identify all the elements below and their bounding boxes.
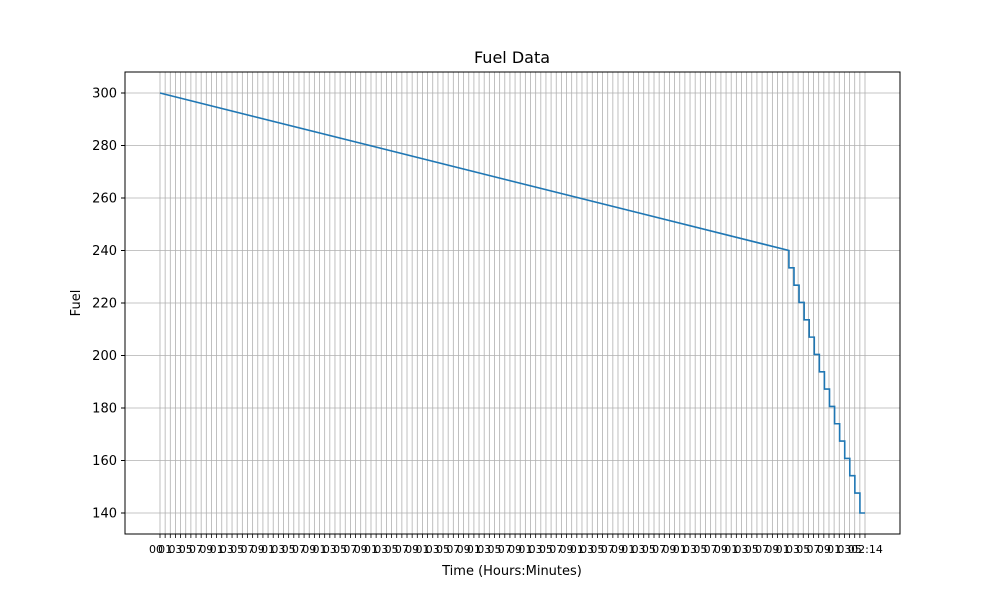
x-tick-label: 07 xyxy=(807,543,821,556)
x-tick-label: 07 xyxy=(395,543,409,556)
x-tick-label: 05 xyxy=(590,543,604,556)
x-tick-label: 09 xyxy=(457,543,471,556)
x-tick-label: 03 xyxy=(168,543,182,556)
y-tick-label: 300 xyxy=(92,87,117,102)
x-tick-label: 05 xyxy=(642,543,656,556)
x-tick-label: 05 xyxy=(745,543,759,556)
x-tick-label: 05 xyxy=(230,543,244,556)
x-tick-label: 05 xyxy=(179,543,193,556)
x-tick-label: 03 xyxy=(323,543,337,556)
x-tick-label: 01 xyxy=(621,543,635,556)
chart-title: Fuel Data xyxy=(474,48,550,67)
x-tick-label: 09 xyxy=(765,543,779,556)
x-tick-label: 05 xyxy=(796,543,810,556)
x-tick-label: 03 xyxy=(426,543,440,556)
x-tick-label: 09 xyxy=(508,543,522,556)
x-tick-label: 05 xyxy=(282,543,296,556)
x-tick-label: 07 xyxy=(652,543,666,556)
x-tick-label: 07 xyxy=(240,543,254,556)
x-tick-label: 05 xyxy=(333,543,347,556)
x-tick-label: 01 xyxy=(261,543,275,556)
x-tick-label: 03 xyxy=(632,543,646,556)
x-tick-label: 07 xyxy=(704,543,718,556)
y-tick-label: 140 xyxy=(92,507,117,522)
x-tick-label: 05 xyxy=(436,543,450,556)
x-axis-ticks: 00 02:14010305070901030507090103050709010… xyxy=(149,534,883,556)
x-tick-label: 07 xyxy=(189,543,203,556)
x-tick-label: 03 xyxy=(837,543,851,556)
x-tick-label: 01 xyxy=(827,543,841,556)
x-tick-label: 09 xyxy=(405,543,419,556)
x-tick-label: 03 xyxy=(786,543,800,556)
x-tick-label: 01 xyxy=(570,543,584,556)
x-tick-label: 03 xyxy=(374,543,388,556)
x-tick-label: 03 xyxy=(220,543,234,556)
y-tick-label: 160 xyxy=(92,454,117,469)
x-tick-label: 03 xyxy=(529,543,543,556)
y-axis-ticks: 140 160 180 200 220 240 260 280 300 xyxy=(92,87,125,522)
x-tick-label-last: 02:14 xyxy=(851,543,883,556)
x-tick-label: 01 xyxy=(673,543,687,556)
x-tick-label: 09 xyxy=(199,543,213,556)
x-tick-label: 01 xyxy=(313,543,327,556)
y-tick-label: 200 xyxy=(92,349,117,364)
x-tick-label: 01 xyxy=(158,543,172,556)
x-tick-label: 09 xyxy=(251,543,265,556)
x-axis-label: Time (Hours:Minutes) xyxy=(441,564,582,579)
x-tick-label: 05 xyxy=(848,543,862,556)
x-tick-label: 05 xyxy=(539,543,553,556)
x-tick-label: 07 xyxy=(601,543,615,556)
y-tick-label: 180 xyxy=(92,402,117,417)
fuel-series-line xyxy=(159,92,865,514)
x-tick-label: 05 xyxy=(487,543,501,556)
x-tick-label: 05 xyxy=(385,543,399,556)
x-tick-label: 09 xyxy=(354,543,368,556)
x-tick-label: 01 xyxy=(518,543,532,556)
x-tick-label: 07 xyxy=(755,543,769,556)
x-tick-label: 03 xyxy=(580,543,594,556)
x-tick-label: 09 xyxy=(662,543,676,556)
x-tick-label: 01 xyxy=(776,543,790,556)
x-tick-label: 07 xyxy=(343,543,357,556)
x-tick-label: 09 xyxy=(611,543,625,556)
x-tick-label: 09 xyxy=(302,543,316,556)
y-axis-label: Fuel xyxy=(69,290,84,317)
x-tick-label: 03 xyxy=(271,543,285,556)
x-tick-label-first: 00 xyxy=(149,543,163,556)
x-tick-label: 03 xyxy=(477,543,491,556)
x-tick-label: 09 xyxy=(714,543,728,556)
x-tick-label: 01 xyxy=(724,543,738,556)
x-tick-label: 07 xyxy=(292,543,306,556)
y-tick-label: 240 xyxy=(92,244,117,259)
x-tick-label: 05 xyxy=(693,543,707,556)
x-tick-label: 09 xyxy=(560,543,574,556)
x-tick-label: 03 xyxy=(734,543,748,556)
x-tick-label: 07 xyxy=(498,543,512,556)
x-tick-label: 01 xyxy=(467,543,481,556)
x-tick-label: 09 xyxy=(817,543,831,556)
x-tick-label: 01 xyxy=(364,543,378,556)
y-tick-label: 280 xyxy=(92,139,117,154)
y-tick-label: 220 xyxy=(92,297,117,312)
series-layer xyxy=(159,92,865,514)
x-tick-label: 01 xyxy=(415,543,429,556)
x-tick-label: 07 xyxy=(549,543,563,556)
x-tick-label: 07 xyxy=(446,543,460,556)
grid xyxy=(125,72,900,534)
x-tick-label: 03 xyxy=(683,543,697,556)
y-tick-label: 260 xyxy=(92,192,117,207)
x-tick-label: 01 xyxy=(210,543,224,556)
